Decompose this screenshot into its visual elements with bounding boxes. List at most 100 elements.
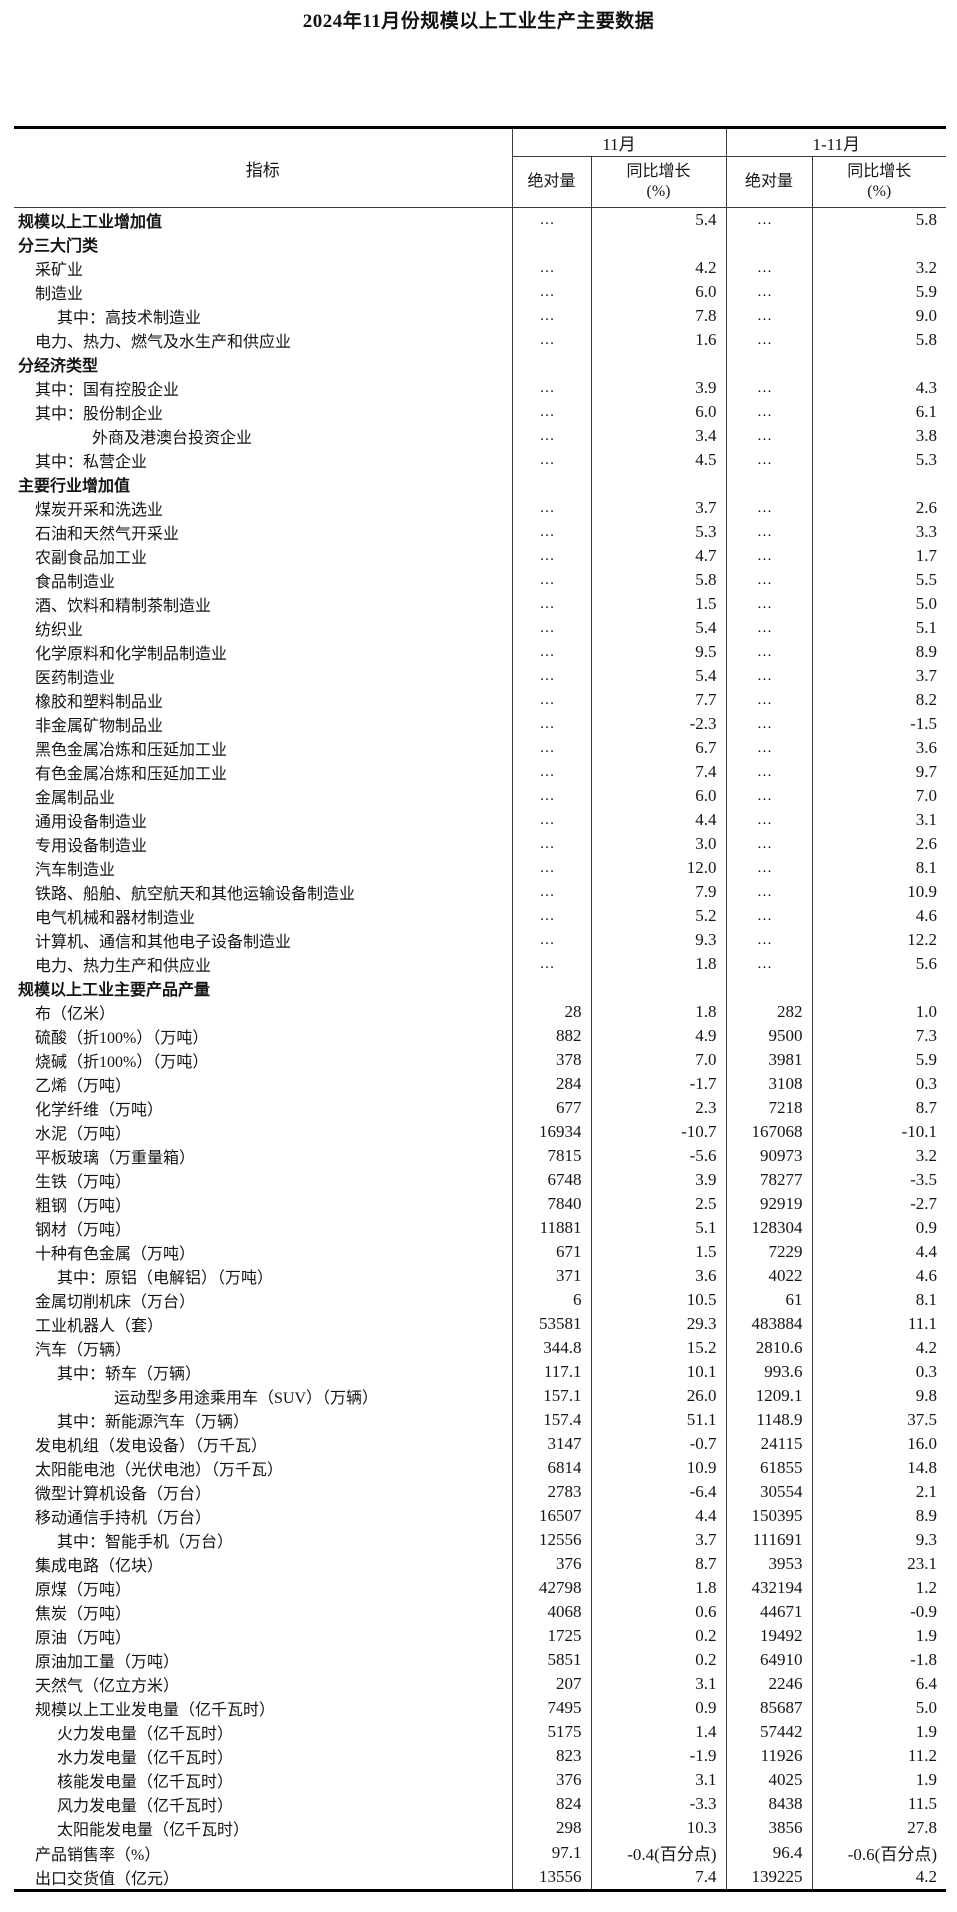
value-cell-cum-absolute: 7218 <box>726 1096 813 1120</box>
value-cell-nov-yoy: 51.1 <box>591 1408 727 1432</box>
value-cell-nov-yoy: 10.5 <box>591 1288 727 1312</box>
table-row: 硫酸（折100%）（万吨） 882 4.9 9500 7.3 <box>14 1024 946 1048</box>
value-cell-cum-absolute: 57442 <box>726 1720 813 1744</box>
table-row: 制造业… 6.0… 5.9 <box>14 280 946 304</box>
value-cell-nov-absolute: 284 <box>512 1072 592 1096</box>
value-cell-nov-absolute: … <box>512 832 592 856</box>
value-cell-cum-yoy: 9.3 <box>915 1530 937 1549</box>
indicator-cell: 专用设备制造业 <box>14 832 513 856</box>
value-cell-nov-yoy: 5.8 <box>591 568 727 592</box>
value-cell-cum-absolute: 64910 <box>726 1648 813 1672</box>
value-cell-nov-absolute: 376 <box>512 1768 592 1792</box>
value-cell-nov-yoy: 3.9 <box>591 376 727 400</box>
indicator-cell: 分经济类型 <box>14 352 513 376</box>
indicator-cell: 主要行业增加值 <box>14 472 513 496</box>
value-cell-cum-yoy: 7.0 <box>915 786 937 805</box>
indicator-cell: 风力发电量（亿千瓦时） <box>14 1792 513 1816</box>
value-cell-cum-absolute: 61855 <box>726 1456 813 1480</box>
indicator-cell: 纺织业 <box>14 616 513 640</box>
table-row: 微型计算机设备（万台） 2783 -6.4 30554 2.1 <box>14 1480 946 1504</box>
value-cell-cum-yoy: 4.2 <box>915 1338 937 1357</box>
table-row: 化学原料和化学制品制造业… 9.5… 8.9 <box>14 640 946 664</box>
value-cell-cum-absolute: … <box>726 952 813 976</box>
value-cell-nov-absolute: 28 <box>512 1000 592 1024</box>
value-cell-cum-yoy: 0.3 <box>915 1074 937 1093</box>
table-row: 专用设备制造业… 3.0… 2.6 <box>14 832 946 856</box>
value-cell-nov-absolute: … <box>512 928 592 952</box>
value-cell-cum-yoy: 2.6 <box>915 834 937 853</box>
indicator-cell: 太阳能电池（光伏电池）（万千瓦） <box>14 1456 513 1480</box>
value-cell-cum-yoy: 1.9 <box>915 1722 937 1741</box>
value-cell-cum-yoy: 7.3 <box>915 1026 937 1045</box>
value-cell-cum-absolute: 1148.9 <box>726 1408 813 1432</box>
indicator-cell: 规模以上工业主要产品产量 <box>14 976 513 1000</box>
indicator-cell: 其中：私营企业 <box>14 448 513 472</box>
indicator-cell: 天然气（亿立方米） <box>14 1672 513 1696</box>
value-cell-cum-yoy: 11.5 <box>907 1794 937 1813</box>
page-title: 2024年11月份规模以上工业生产主要数据 <box>302 11 655 32</box>
indicator-cell: 工业机器人（套） <box>14 1312 513 1336</box>
value-cell-nov-yoy: 4.9 <box>591 1024 727 1048</box>
value-cell-nov-absolute: … <box>512 640 592 664</box>
value-cell-nov-absolute: 11881 <box>512 1216 592 1240</box>
table-row: 金属切削机床（万台） 6 10.5 61 8.1 <box>14 1288 946 1312</box>
value-cell-nov-absolute: 117.1 <box>512 1360 592 1384</box>
value-cell-nov-yoy: 4.4 <box>591 1504 727 1528</box>
table-row: 化学纤维（万吨） 677 2.3 7218 8.7 <box>14 1096 946 1120</box>
indicator-cell: 原煤（万吨） <box>14 1576 513 1600</box>
table-row: 乙烯（万吨） 284 -1.7 3108 0.3 <box>14 1072 946 1096</box>
indicator-cell: 核能发电量（亿千瓦时） <box>14 1768 513 1792</box>
table-row: 橡胶和塑料制品业… 7.7… 8.2 <box>14 688 946 712</box>
value-cell-nov-yoy: -2.3 <box>591 712 727 736</box>
indicator-cell: 铁路、船舶、航空航天和其他运输设备制造业 <box>14 880 513 904</box>
value-cell-nov-absolute: … <box>512 400 592 424</box>
value-cell-cum-yoy: 4.6 <box>915 1266 937 1285</box>
value-cell-nov-yoy: 10.3 <box>591 1816 727 1840</box>
indicator-cell: 发电机组（发电设备）（万千瓦） <box>14 1432 513 1456</box>
value-cell-nov-absolute: 5175 <box>512 1720 592 1744</box>
value-cell-nov-yoy: 4.2 <box>591 256 727 280</box>
value-cell-nov-absolute: 13556 <box>512 1865 592 1891</box>
table-row: 核能发电量（亿千瓦时） 376 3.1 4025 1.9 <box>14 1768 946 1792</box>
indicator-cell: 微型计算机设备（万台） <box>14 1480 513 1504</box>
value-cell-cum-yoy: 1.9 <box>915 1626 937 1645</box>
indicator-cell: 化学原料和化学制品制造业 <box>14 640 513 664</box>
value-cell-cum-absolute: 993.6 <box>726 1360 813 1384</box>
col-header-absolute-cum: 绝对量 <box>726 156 813 208</box>
value-cell-cum-absolute: 11926 <box>726 1744 813 1768</box>
value-cell-nov-absolute: 6748 <box>512 1168 592 1192</box>
value-cell-nov-yoy: 3.1 <box>591 1672 727 1696</box>
value-cell-nov-absolute: … <box>512 880 592 904</box>
indicator-cell: 产品销售率（%） <box>14 1840 513 1865</box>
value-cell-nov-yoy: 26.0 <box>591 1384 727 1408</box>
value-cell-nov-yoy: 3.6 <box>591 1264 727 1288</box>
value-cell-nov-yoy: 1.8 <box>591 1000 727 1024</box>
indicator-cell: 计算机、通信和其他电子设备制造业 <box>14 928 513 952</box>
table-row: 主要行业增加值 <box>14 472 946 496</box>
value-cell-cum-yoy: -10.1 <box>901 1122 937 1141</box>
value-cell-cum-yoy: 3.8 <box>915 426 937 445</box>
value-cell-cum-absolute: 483884 <box>726 1312 813 1336</box>
value-cell-nov-yoy: 5.2 <box>591 904 727 928</box>
table-row: 平板玻璃（万重量箱） 7815 -5.6 90973 3.2 <box>14 1144 946 1168</box>
value-cell-nov-absolute: 824 <box>512 1792 592 1816</box>
value-cell-nov-yoy: 9.5 <box>591 640 727 664</box>
value-cell-nov-yoy: 0.2 <box>591 1624 727 1648</box>
indicator-cell: 其中：轿车（万辆） <box>14 1360 513 1384</box>
value-cell-nov-absolute: … <box>512 304 592 328</box>
value-cell-cum-absolute: … <box>726 544 813 568</box>
value-cell-nov-absolute: 823 <box>512 1744 592 1768</box>
value-cell-cum-yoy: 3.2 <box>915 258 937 277</box>
value-cell-cum-yoy: 5.5 <box>915 570 937 589</box>
value-cell-nov-absolute: … <box>512 520 592 544</box>
value-cell-nov-yoy: 0.2 <box>591 1648 727 1672</box>
value-cell-nov-yoy: 7.8 <box>591 304 727 328</box>
value-cell-cum-absolute: … <box>726 640 813 664</box>
value-cell-cum-yoy: 12.2 <box>907 930 937 949</box>
value-cell-cum-yoy: 1.0 <box>915 1002 937 1021</box>
col-group-jan-to-nov: 1-11月 <box>726 127 946 157</box>
value-cell-nov-yoy <box>591 976 727 1000</box>
value-cell-cum-yoy: 27.8 <box>907 1818 937 1837</box>
value-cell-nov-yoy: 5.4 <box>591 616 727 640</box>
value-cell-cum-absolute: 4025 <box>726 1768 813 1792</box>
